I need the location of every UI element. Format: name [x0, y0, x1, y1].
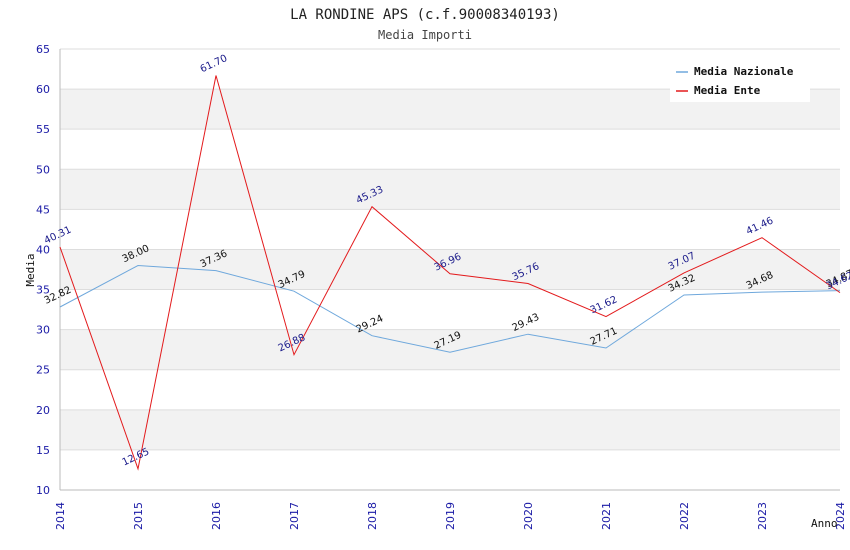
x-axis-label: Anno — [811, 517, 838, 530]
y-tick-label: 45 — [36, 203, 50, 216]
legend-box — [670, 60, 810, 102]
grid-lines — [60, 48, 840, 491]
grid-bands — [60, 89, 840, 450]
grid-band — [60, 169, 840, 210]
chart-title: LA RONDINE APS (c.f.90008340193) — [290, 7, 560, 23]
series-lines — [59, 75, 841, 471]
y-tick-label: 10 — [36, 484, 50, 497]
data-label-media-ente: 31.62 — [589, 294, 620, 316]
y-tick-label: 55 — [36, 123, 50, 136]
x-tick-label: 2023 — [756, 502, 769, 530]
data-label-media-ente: 40.31 — [43, 225, 74, 247]
x-tick-label: 2018 — [366, 502, 379, 530]
y-tick-label: 15 — [36, 444, 50, 457]
x-tick-label: 2017 — [288, 502, 301, 530]
y-axis-label: Media — [24, 253, 37, 286]
y-tick-label: 40 — [36, 243, 50, 256]
y-tick-label: 35 — [36, 284, 50, 297]
x-tick-label: 2022 — [678, 502, 691, 530]
x-tick-label: 2024 — [834, 502, 847, 530]
y-tick-label: 50 — [36, 163, 50, 176]
y-tick-label: 30 — [36, 324, 50, 337]
x-tick-labels: 2014 2015 2016 2017 2018 2019 2020 2021 2022 2023… — [54, 502, 847, 530]
x-tick-label: 2019 — [444, 502, 457, 530]
x-tick-label: 2016 — [210, 502, 223, 530]
legend-label-media-ente: Media Ente — [694, 84, 761, 97]
data-label-media-ente: 41.46 — [745, 215, 776, 237]
legend-label-media-nazionale: Media Nazionale — [694, 65, 794, 78]
grid-band — [60, 409, 840, 450]
series-line-media-nazionale — [59, 264, 841, 353]
y-tick-label: 60 — [36, 83, 50, 96]
grid-band — [60, 249, 840, 290]
legend: Media Nazionale Media Ente — [670, 60, 810, 102]
y-tick-label: 25 — [36, 364, 50, 377]
x-tick-label: 2015 — [132, 502, 145, 530]
data-label-media-ente: 61.70 — [199, 53, 230, 75]
x-tick-label: 2014 — [54, 502, 67, 530]
grid-band — [60, 329, 840, 370]
x-tick-label: 2021 — [600, 502, 613, 530]
series-line-media-ente — [59, 75, 841, 471]
chart-subtitle: Media Importi — [378, 28, 472, 42]
y-tick-labels: 10 15 20 25 30 35 40 45 50 55 60 65 — [36, 43, 50, 497]
y-tick-label: 65 — [36, 43, 50, 56]
x-tick-label: 2020 — [522, 502, 535, 530]
y-tick-label: 20 — [36, 404, 50, 417]
